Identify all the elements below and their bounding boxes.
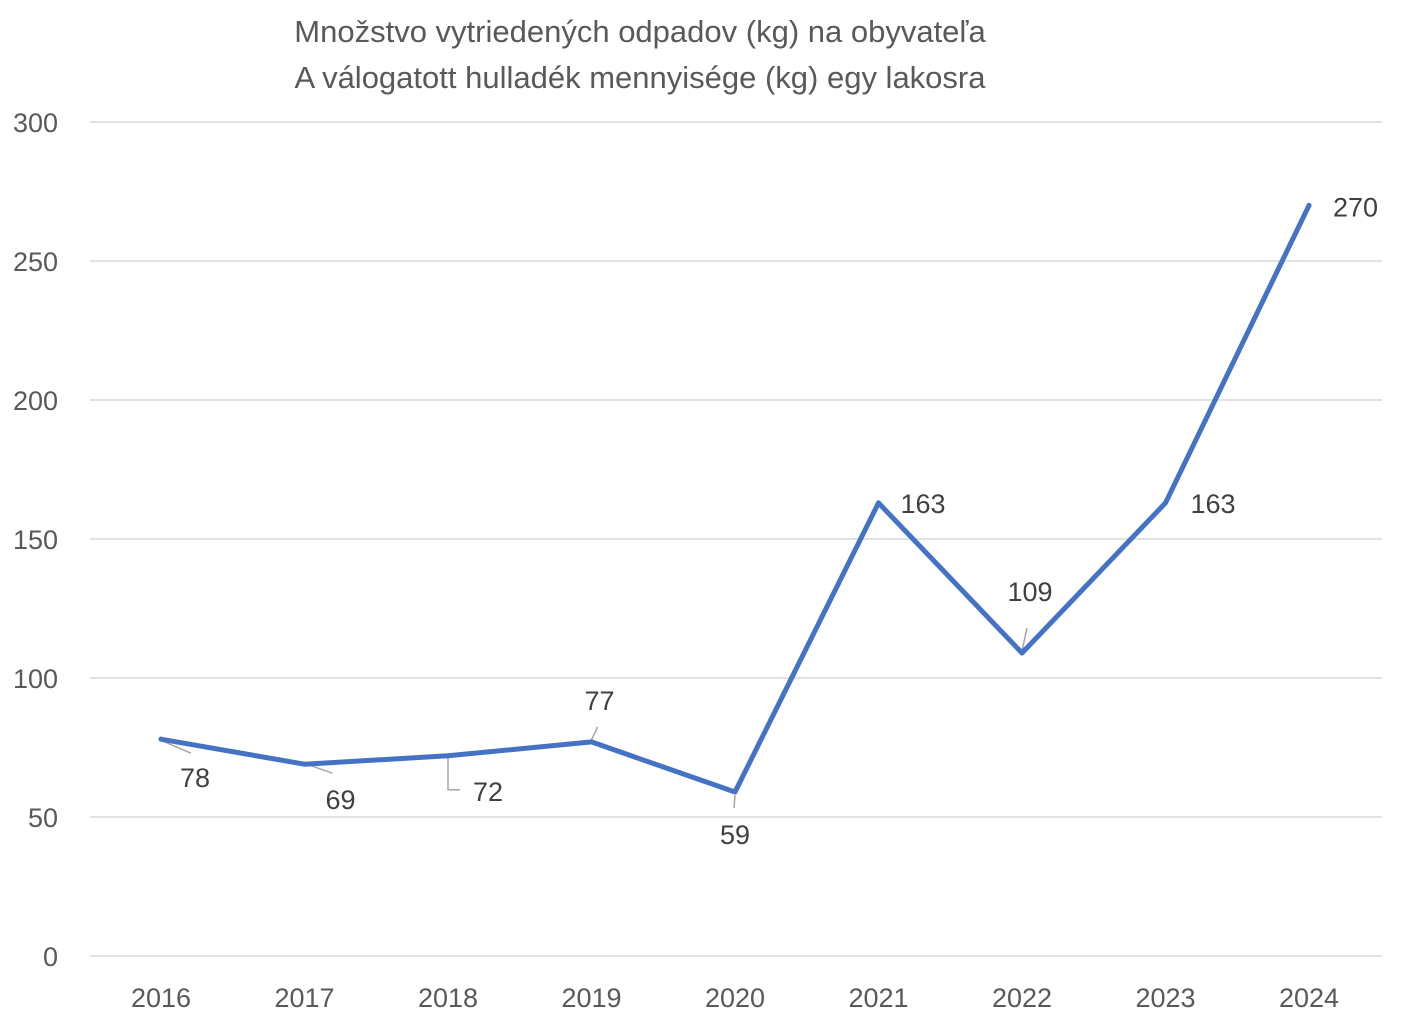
data-point bbox=[1306, 202, 1312, 208]
chart-title: Množstvo vytriedených odpadov (kg) na ob… bbox=[294, 14, 986, 49]
data-label: 77 bbox=[584, 686, 614, 716]
data-labels: 78 69 72 77 59 163 109 163 270 bbox=[180, 192, 1378, 850]
x-tick-label: 2024 bbox=[1279, 983, 1339, 1013]
x-axis-ticks: 2016 2017 2018 2019 2020 2021 2022 2023 2024 bbox=[131, 983, 1339, 1013]
data-point bbox=[302, 761, 307, 767]
y-axis-ticks: 0 50 100 150 200 250 300 bbox=[13, 108, 58, 972]
x-tick-label: 2018 bbox=[418, 983, 478, 1013]
x-tick-label: 2020 bbox=[705, 983, 765, 1013]
data-label: 109 bbox=[1007, 577, 1052, 607]
y-tick-label: 50 bbox=[28, 803, 58, 833]
y-tick-label: 300 bbox=[13, 108, 58, 138]
label-leader-line bbox=[162, 740, 192, 754]
y-tick-label: 200 bbox=[13, 386, 58, 416]
x-tick-label: 2016 bbox=[131, 983, 191, 1013]
y-tick-label: 0 bbox=[43, 942, 58, 972]
data-point bbox=[1019, 650, 1025, 656]
data-label: 72 bbox=[473, 777, 503, 807]
chart-subtitle: A válogatott hulladék mennyisége (kg) eg… bbox=[294, 60, 986, 95]
label-leader-line bbox=[733, 794, 736, 809]
data-label: 59 bbox=[720, 820, 750, 850]
series-layer bbox=[158, 202, 1312, 795]
data-point bbox=[1163, 500, 1168, 506]
y-tick-label: 150 bbox=[13, 525, 58, 555]
x-tick-label: 2023 bbox=[1135, 983, 1195, 1013]
label-leader-line bbox=[590, 726, 599, 741]
y-tick-label: 250 bbox=[13, 247, 58, 277]
data-point bbox=[445, 753, 451, 759]
data-point bbox=[876, 500, 881, 506]
label-leader-line bbox=[1021, 627, 1028, 652]
y-tick-label: 100 bbox=[13, 664, 58, 694]
x-tick-label: 2017 bbox=[274, 983, 334, 1013]
label-leader-line bbox=[447, 757, 460, 791]
data-label: 163 bbox=[1191, 489, 1236, 519]
label-leader-lines bbox=[162, 627, 1028, 809]
data-label: 163 bbox=[901, 489, 946, 519]
data-point bbox=[158, 736, 164, 742]
data-label: 78 bbox=[180, 763, 210, 793]
x-tick-label: 2022 bbox=[992, 983, 1052, 1013]
x-tick-label: 2019 bbox=[561, 983, 621, 1013]
x-tick-label: 2021 bbox=[848, 983, 908, 1013]
data-label: 69 bbox=[325, 785, 355, 815]
grid-lines bbox=[90, 121, 1382, 957]
data-label: 270 bbox=[1333, 192, 1378, 222]
data-point bbox=[589, 739, 594, 745]
data-point bbox=[732, 789, 738, 795]
series-line bbox=[158, 202, 1312, 795]
